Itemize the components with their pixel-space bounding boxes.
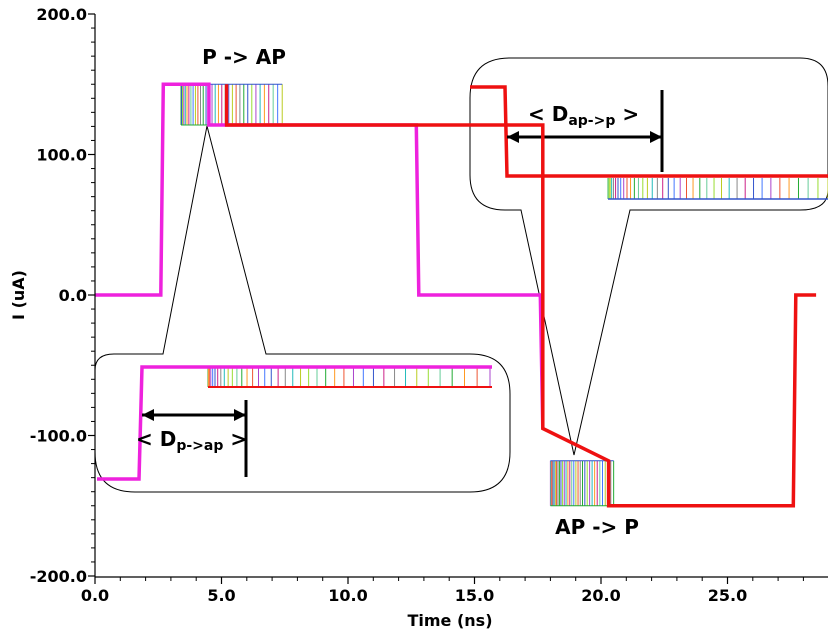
y-axis-title: I (uA) xyxy=(9,270,28,320)
inset-arrowhead xyxy=(234,409,246,421)
inset-arrowhead xyxy=(507,131,519,143)
series-lines xyxy=(95,82,817,508)
y-tick-label: -200.0 xyxy=(30,567,87,586)
switching-bands xyxy=(180,83,615,507)
d-p-ap-open: < D xyxy=(136,427,176,451)
x-tick-label: 20.0 xyxy=(581,586,620,605)
series-line xyxy=(95,82,545,429)
callouts xyxy=(94,57,828,493)
ticks: 0.0 5.0 10.0 15.0 20.0 25.0 200.0 100.0 0.0 -100.… xyxy=(30,5,804,605)
x-tick-label: 5.0 xyxy=(207,586,235,605)
x-axis-title: Time (ns) xyxy=(407,611,492,630)
y-tick-label: 200.0 xyxy=(36,5,87,24)
ap-to-p-label: AP -> P xyxy=(555,515,639,539)
d-ap-p-label: < Dap->p > xyxy=(528,102,639,129)
d-ap-p-open: < D xyxy=(528,102,568,126)
x-tick-label: 25.0 xyxy=(708,586,747,605)
x-tick-label: 15.0 xyxy=(455,586,494,605)
series-line xyxy=(224,84,817,508)
callout-p-to-ap xyxy=(94,125,511,493)
inset-series-line xyxy=(470,85,828,178)
d-p-ap-label: < Dp->ap > xyxy=(136,427,247,454)
d-p-ap-close: > xyxy=(223,427,247,451)
x-tick-label: 10.0 xyxy=(328,586,367,605)
d-ap-p-close: > xyxy=(615,102,639,126)
inset-series-line xyxy=(97,365,492,481)
y-tick-label: 100.0 xyxy=(36,146,87,165)
d-ap-p-sub: ap->p xyxy=(568,113,615,129)
inset-arrowhead xyxy=(650,131,662,143)
d-p-ap-sub: p->ap xyxy=(176,438,223,454)
p-to-ap-label: P -> AP xyxy=(202,45,286,69)
x-tick-label: 0.0 xyxy=(81,586,109,605)
inset-arrowhead xyxy=(142,409,154,421)
callout-ap-to-p xyxy=(469,57,828,456)
y-tick-label: 0.0 xyxy=(59,286,87,305)
y-tick-label: -100.0 xyxy=(30,427,87,446)
